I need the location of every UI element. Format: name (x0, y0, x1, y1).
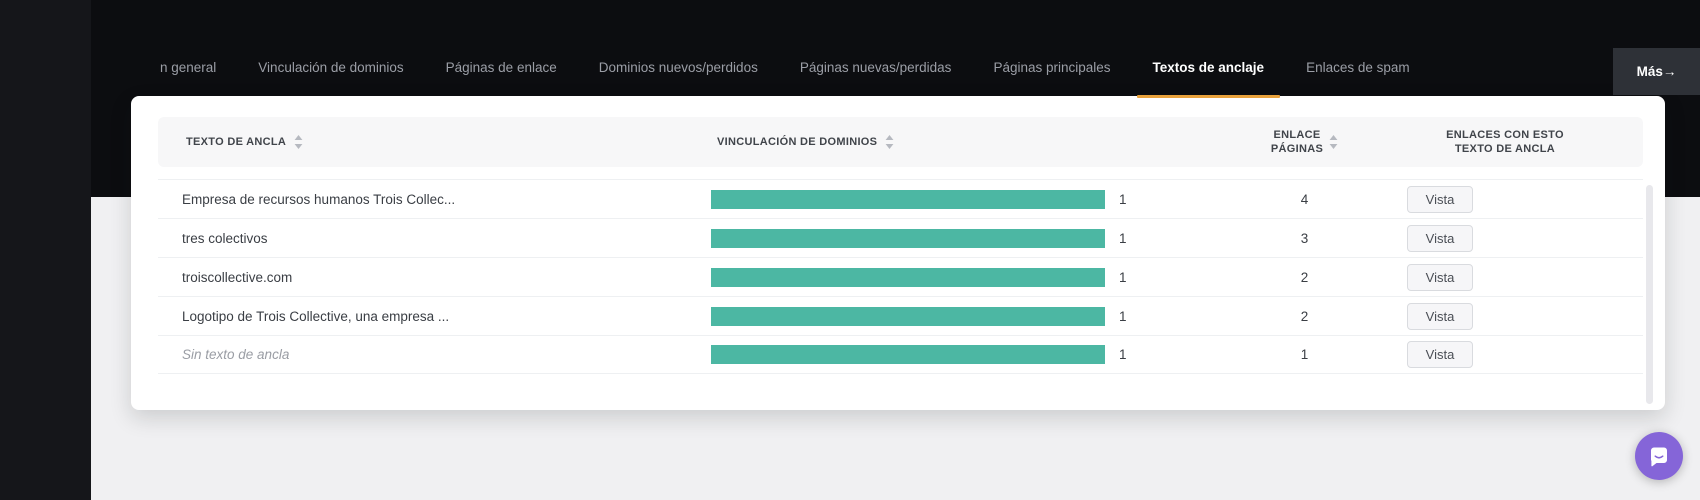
anchor-text-cell: tres colectivos (182, 230, 268, 246)
tab-label: n general (160, 60, 217, 75)
table-row: Sin texto de ancla 1 1 Vista (158, 335, 1643, 374)
scrollbar-thumb[interactable] (1646, 185, 1653, 404)
tab-item[interactable]: Páginas nuevas/perdidas (800, 55, 952, 81)
tab-label: Vinculación de dominios (258, 60, 404, 75)
column-header-label: ENLACES CON ESTO (1446, 129, 1564, 141)
table-row: Logotipo de Trois Collective, una empres… (158, 296, 1643, 335)
referring-domains-cell: 1 (711, 306, 1176, 326)
referring-domains-cell: 1 (711, 345, 1176, 364)
pages-count: 4 (1300, 191, 1309, 207)
chat-bubble-icon (1647, 444, 1671, 468)
column-header-anchor-text[interactable]: TEXTO DE ANCLA (158, 135, 711, 149)
domains-count: 1 (1119, 191, 1127, 207)
pages-count: 2 (1300, 308, 1309, 324)
active-tab-underline (1136, 95, 1281, 98)
anchor-texts-panel: TEXTO DE ANCLA VINCULACIÓN DE DOMINIOS E… (131, 96, 1665, 410)
anchor-text-cell: Empresa de recursos humanos Trois Collec… (182, 191, 456, 207)
column-header-label: TEXTO DE ANCLA (1454, 143, 1556, 155)
tab-item[interactable]: Dominios nuevos/perdidos (599, 55, 758, 81)
vista-button[interactable]: Vista (1407, 185, 1473, 213)
domains-count: 1 (1119, 269, 1127, 285)
domains-bar-track (711, 189, 1105, 209)
domains-count: 1 (1119, 230, 1127, 246)
sort-icon (1329, 135, 1338, 149)
sort-icon (294, 135, 303, 149)
domains-bar (711, 345, 1105, 364)
vista-button[interactable]: Vista (1407, 341, 1473, 368)
domains-bar-track (711, 345, 1105, 364)
anchor-text-cell: Logotipo de Trois Collective, una empres… (182, 308, 450, 324)
table-body: Empresa de recursos humanos Trois Collec… (158, 179, 1643, 374)
column-header-label: PÁGINAS (1270, 143, 1324, 155)
tab-label: Páginas principales (993, 60, 1111, 75)
vista-button[interactable]: Vista (1407, 224, 1473, 252)
table-row: tres colectivos 1 3 Vista (158, 218, 1643, 257)
tab-item[interactable]: Páginas principales (993, 55, 1110, 81)
pages-count: 2 (1300, 269, 1309, 285)
tab-item[interactable]: n general (160, 55, 216, 81)
tab-label: Páginas de enlace (445, 60, 557, 75)
anchor-text-cell: troiscollective.com (182, 269, 293, 285)
sort-icon (885, 135, 894, 149)
table-header-row: TEXTO DE ANCLA VINCULACIÓN DE DOMINIOS E… (158, 117, 1643, 167)
domains-bar-track (711, 228, 1105, 248)
column-header-links-with-anchor: ENLACES CON ESTO TEXTO DE ANCLA (1407, 128, 1643, 156)
vista-button[interactable]: Vista (1407, 302, 1473, 330)
domains-bar (711, 306, 1105, 326)
tab-item[interactable]: Textos de anclaje (1136, 55, 1281, 98)
anchor-text-cell: Sin texto de ancla (182, 347, 290, 362)
column-header-label: VINCULACIÓN DE DOMINIOS (717, 136, 878, 148)
tab-item[interactable]: Páginas de enlace (446, 55, 557, 81)
tab-label: Dominios nuevos/perdidos (598, 60, 758, 75)
tab-item[interactable]: Vinculación de dominios (258, 55, 403, 81)
tab-label: Páginas nuevas/perdidas (799, 60, 952, 75)
column-header-label: TEXTO DE ANCLA (186, 136, 287, 148)
referring-domains-cell: 1 (711, 189, 1176, 209)
table-row: Empresa de recursos humanos Trois Collec… (158, 179, 1643, 218)
tab-label: Textos de anclaje (1152, 60, 1265, 75)
column-header-linked-pages[interactable]: ENLACE PÁGINAS (1176, 128, 1407, 156)
table-row: troiscollective.com 1 2 Vista (158, 257, 1643, 296)
column-header-label: ENLACE (1273, 129, 1321, 141)
domains-count: 1 (1119, 347, 1127, 362)
referring-domains-cell: 1 (711, 228, 1176, 248)
chat-launcher-button[interactable] (1635, 432, 1683, 480)
pages-count: 1 (1300, 347, 1309, 362)
domains-bar-track (711, 267, 1105, 287)
pages-count: 3 (1300, 230, 1309, 246)
domains-bar (711, 228, 1105, 248)
domains-bar-track (711, 306, 1105, 326)
left-dark-column (0, 0, 91, 500)
column-header-referring-domains[interactable]: VINCULACIÓN DE DOMINIOS (711, 135, 1176, 149)
tab-item[interactable]: Enlaces de spam (1306, 55, 1410, 81)
domains-count: 1 (1119, 308, 1127, 324)
tab-bar: n general Vinculación de dominios Página… (160, 55, 1410, 98)
vista-button[interactable]: Vista (1407, 263, 1473, 291)
domains-bar (711, 267, 1105, 287)
referring-domains-cell: 1 (711, 267, 1176, 287)
domains-bar (711, 189, 1105, 209)
more-tabs-button[interactable]: Más→ (1613, 48, 1700, 95)
tab-label: Enlaces de spam (1306, 60, 1410, 75)
